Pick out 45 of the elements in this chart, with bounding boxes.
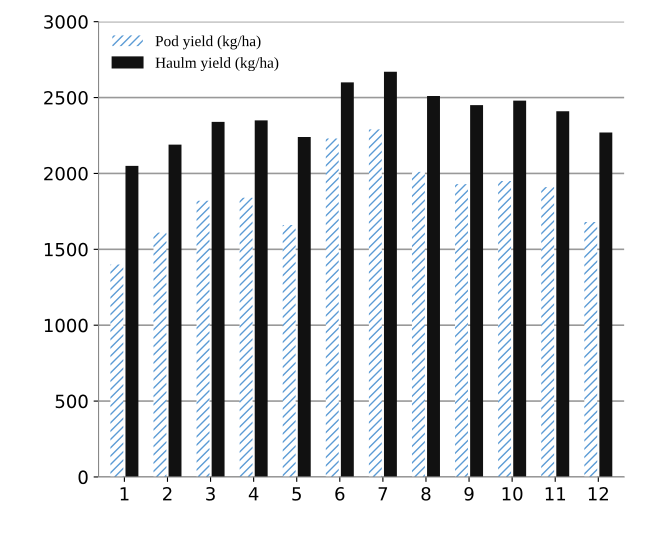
bar	[470, 105, 484, 477]
x-tick-label: 10	[502, 487, 522, 501]
x-tick-label: 11	[546, 487, 566, 500]
x-tick-label: 5	[292, 487, 301, 501]
x-tick-label: 1	[120, 487, 128, 500]
bar	[599, 132, 612, 477]
bar	[541, 187, 554, 477]
x-tick-label: 9	[464, 487, 474, 501]
bar	[298, 137, 311, 477]
bar	[513, 100, 526, 477]
bar	[196, 200, 210, 477]
bar	[153, 232, 166, 477]
bar	[427, 96, 440, 477]
y-tick-label: 3000	[44, 15, 88, 29]
bar	[498, 181, 512, 477]
bar	[340, 82, 354, 477]
y-tick-label: 1000	[44, 318, 88, 332]
x-tick-label: 4	[248, 487, 258, 500]
x-tick-label: 12	[588, 487, 608, 500]
bar	[412, 172, 425, 477]
bar	[326, 138, 339, 477]
bar	[254, 120, 268, 477]
bar	[455, 184, 468, 477]
bar	[212, 122, 225, 477]
x-tick-label: 6	[335, 487, 344, 501]
x-tick-label: 2	[163, 487, 172, 500]
y-tick-label: 500	[56, 394, 88, 408]
y-tick-label: 0	[78, 470, 88, 484]
bar	[384, 72, 397, 477]
y-tick-label: 2500	[44, 91, 88, 105]
legend-label: Haulm yield (kg/ha)	[156, 57, 278, 72]
bar	[168, 144, 182, 477]
bar	[368, 129, 382, 477]
bar	[584, 222, 598, 477]
x-tick-label: 7	[378, 487, 388, 500]
bar	[282, 225, 296, 477]
x-tick-label: 8	[421, 487, 430, 501]
x-tick-label: 3	[206, 487, 215, 501]
bar	[110, 264, 124, 477]
bar	[240, 198, 253, 477]
y-tick-label: 1500	[44, 242, 88, 256]
bar	[556, 111, 570, 477]
legend-label: Pod yield (kg/ha)	[156, 36, 260, 50]
y-tick-label: 2000	[44, 166, 88, 181]
bar	[125, 166, 138, 477]
